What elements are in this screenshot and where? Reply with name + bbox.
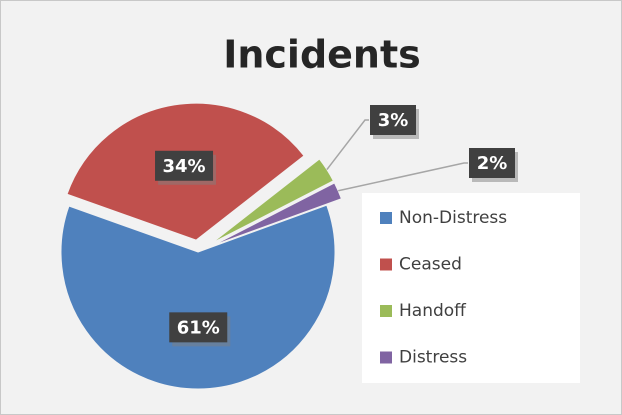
legend-label: Handoff [399,301,467,321]
data-label-box [169,312,228,343]
legend-swatch [380,212,392,224]
legend-box [362,193,580,383]
legend-swatch [380,351,392,364]
legend-label: Non-Distress [399,208,507,228]
legend-swatch [380,258,392,271]
data-label: 34% [162,156,205,177]
legend-swatch [380,305,392,317]
data-label: 3% [378,110,409,131]
legend-label: Distress [399,348,467,368]
data-label-box [155,150,214,181]
data-label-box [370,105,416,135]
pie-slice [60,204,336,390]
chart-title: Incidents [223,33,421,77]
data-label: 2% [477,153,508,174]
leader-line [338,162,468,192]
leader-line [326,119,369,171]
data-label-box [469,148,515,178]
legend-label: Ceased [399,255,462,275]
data-label: 61% [177,317,220,338]
